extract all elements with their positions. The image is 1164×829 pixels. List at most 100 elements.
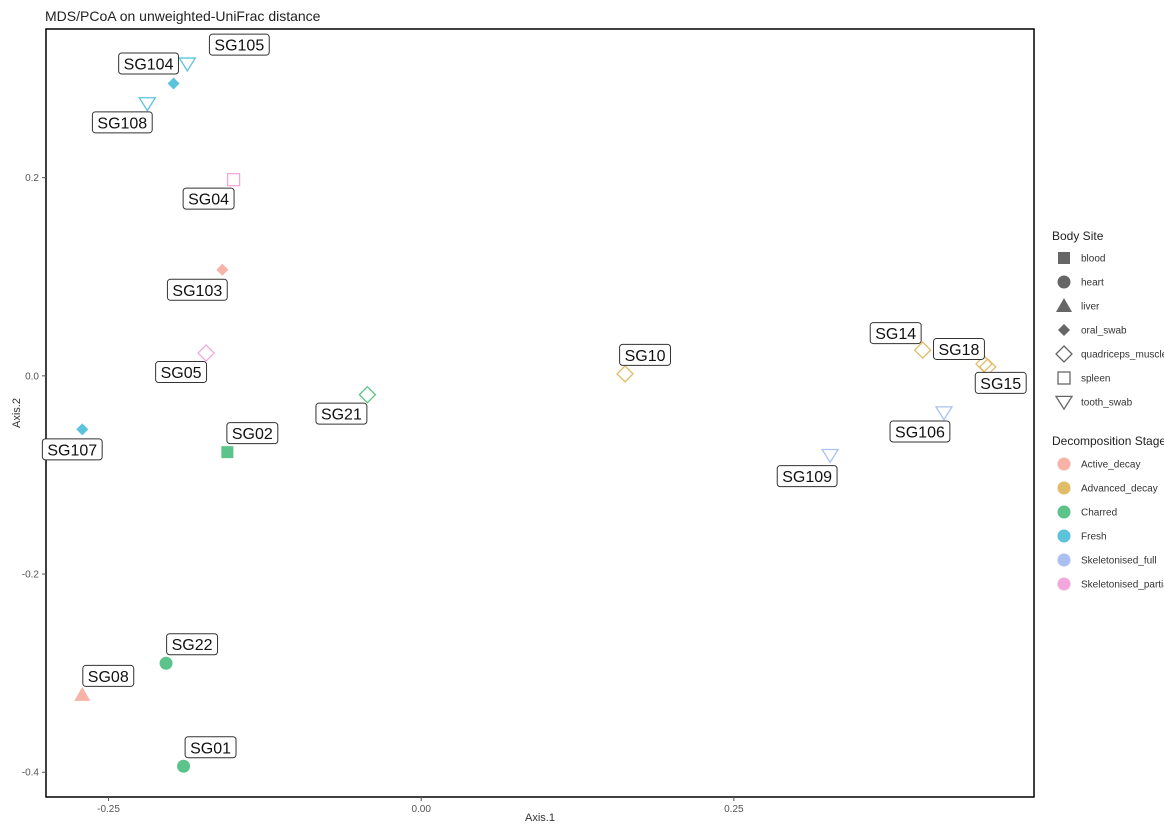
label-box (166, 278, 228, 301)
label-box (82, 664, 135, 687)
plot-panel (45, 28, 1035, 798)
label-box (226, 422, 279, 445)
legend-decomposition-stage-title: Decomposition Stage (1052, 434, 1164, 448)
legend-color-key-skeletonised-partial (1057, 577, 1071, 591)
label-box (974, 371, 1027, 394)
legend-color-label: Skeletonised_full (1081, 556, 1157, 567)
label-text: SG08 (88, 669, 129, 686)
data-point-sg04 (226, 172, 241, 187)
label-box (208, 33, 270, 56)
label-text: SG104 (124, 57, 174, 74)
label-box (619, 343, 672, 366)
point-label-sg103: SG103 (166, 278, 228, 301)
legend-color-label: Fresh (1081, 532, 1107, 543)
data-point-sg105 (178, 57, 197, 73)
label-box (889, 420, 951, 443)
data-point-sg08 (74, 686, 91, 701)
data-point-sg22 (159, 656, 173, 670)
x-tick-label: 0.25 (724, 804, 744, 815)
data-point-sg108 (138, 97, 157, 112)
label-text: SG14 (875, 326, 916, 343)
legend-shape-key-blood (1058, 252, 1070, 264)
label-text: SG107 (47, 442, 97, 459)
legend-decomposition-stage: Decomposition Stage Active_decay Advanced… (1052, 434, 1164, 591)
point-label-sg107: SG107 (41, 438, 103, 461)
legend-color-key-active-decay (1057, 457, 1071, 471)
legend-color-label: Charred (1081, 508, 1117, 519)
data-point-sg21 (358, 385, 377, 404)
point-labels: SG105 SG104 SG108 SG04 SG103 SG05 SG21 SG107 SG0… (41, 33, 1027, 759)
label-box (315, 402, 368, 425)
legend-shape-key-liver (1056, 298, 1072, 312)
y-tick-label: 0.0 (25, 371, 39, 382)
legend-shape-label: heart (1081, 278, 1104, 289)
y-axis-title: Axis.2 (11, 398, 23, 428)
label-text: SG108 (97, 115, 147, 132)
legend-color-key-charred (1057, 505, 1071, 519)
label-box (776, 465, 838, 488)
x-tick-label: 0.00 (411, 804, 431, 815)
legend-shape-label: liver (1081, 302, 1100, 313)
x-axis-title: Axis.1 (525, 812, 555, 824)
point-label-sg04: SG04 (182, 187, 235, 210)
label-text: SG01 (190, 740, 231, 757)
label-box (91, 111, 153, 134)
label-box (869, 322, 922, 345)
y-tick-label: -0.2 (22, 570, 40, 581)
legend-color-label: Active_decay (1081, 460, 1140, 471)
point-label-sg08: SG08 (82, 664, 135, 687)
label-box (933, 337, 985, 360)
label-box (184, 736, 237, 759)
legend-shape-label: spleen (1081, 374, 1110, 385)
y-tick-label: 0.2 (25, 173, 39, 184)
data-point-sg103 (216, 263, 229, 276)
label-text: SG106 (895, 425, 945, 442)
x-axis: -0.25 0.00 0.25 (97, 797, 744, 815)
legend-body-site-title: Body Site (1052, 229, 1104, 243)
data-point-sg14 (913, 341, 932, 359)
label-text: SG21 (321, 407, 362, 424)
label-text: SG103 (172, 283, 222, 300)
legend-shape-key-spleen (1057, 371, 1071, 385)
legend-shape-label: quadriceps_muscle (1081, 350, 1164, 361)
label-text: SG15 (980, 376, 1021, 393)
label-text: SG18 (939, 342, 980, 359)
legend-color-key-fresh (1057, 529, 1071, 543)
legend-color-label: Advanced_decay (1081, 484, 1158, 495)
y-tick-label: -0.4 (22, 768, 40, 779)
point-label-sg14: SG14 (869, 322, 922, 345)
point-label-sg22: SG22 (166, 633, 219, 656)
legend-color-key-skeletonised-full (1057, 553, 1071, 567)
point-label-sg21: SG21 (315, 402, 368, 425)
point-label-sg104: SG104 (118, 52, 179, 75)
legend-body-site: Body Site blood heart liver oral_swabquadri… (1052, 229, 1164, 411)
data-point-sg10 (616, 364, 634, 383)
data-point-sg01 (177, 759, 191, 773)
label-box (118, 52, 179, 75)
x-tick-label: -0.25 (97, 804, 120, 815)
data-point-sg02 (221, 446, 234, 459)
legend-shape-key-heart (1057, 275, 1071, 289)
label-box (166, 633, 219, 656)
legend-color-label: Skeletonised_partial (1081, 580, 1164, 591)
label-text: SG02 (232, 426, 273, 443)
point-label-sg108: SG108 (91, 111, 153, 134)
data-point-sg109 (820, 448, 840, 464)
legend-shape-label: tooth_swab (1081, 398, 1133, 409)
label-box (41, 438, 103, 461)
label-text: SG22 (172, 637, 213, 654)
point-label-sg05: SG05 (155, 361, 208, 384)
data-points (74, 57, 997, 773)
legend-color-key-advanced-decay (1057, 481, 1071, 495)
label-box (182, 187, 235, 210)
label-box (155, 361, 208, 384)
point-label-sg109: SG109 (776, 465, 838, 488)
point-label-sg02: SG02 (226, 422, 279, 445)
point-label-sg18: SG18 (933, 337, 985, 360)
data-point-sg107 (76, 423, 89, 436)
point-label-sg15: SG15 (974, 371, 1027, 394)
data-point-sg106 (934, 406, 954, 421)
point-label-sg106: SG106 (889, 420, 951, 443)
data-point-sg104 (167, 77, 180, 90)
